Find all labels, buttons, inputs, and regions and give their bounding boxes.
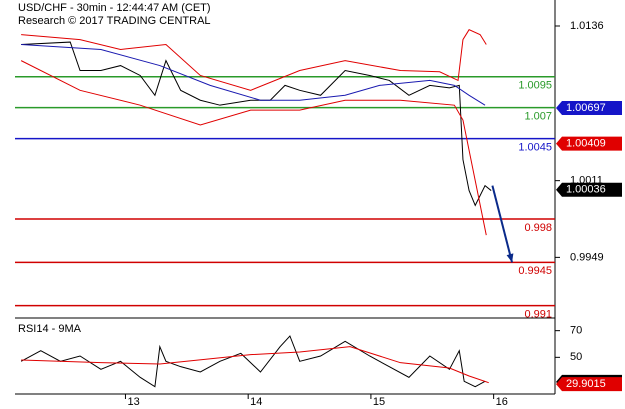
x-tick-label: 14: [250, 396, 262, 408]
series-line: [20, 335, 486, 388]
level-label: 1.0095: [518, 80, 552, 92]
series-line: [21, 346, 489, 384]
y-tick-label: 0.9949: [570, 251, 604, 263]
level-label: 0.998: [524, 222, 552, 234]
series-line: [20, 60, 487, 236]
chart-subtitle: Research © 2017 TRADING CENTRAL: [18, 15, 211, 27]
level-label: 0.9945: [518, 265, 552, 277]
price-badge: [556, 101, 622, 116]
level-label: 0.991: [524, 309, 552, 321]
x-tick-label: 13: [127, 396, 139, 408]
y-tick-label: 1.0136: [570, 20, 604, 32]
series-line: [21, 29, 487, 91]
level-label: 1.0045: [518, 141, 552, 153]
price-badge-label: 1.00409: [566, 138, 606, 150]
rsi-title: RSI14 - 9MA: [18, 323, 82, 335]
series-line: [21, 41, 492, 207]
price-badge-label: 29.9015: [566, 378, 606, 390]
price-badge: [556, 182, 622, 197]
price-badge-label: 1.00036: [566, 184, 606, 196]
x-tick-label: 15: [373, 396, 385, 408]
series-line: [21, 44, 486, 106]
level-label: 1.007: [524, 111, 552, 123]
price-badge: [556, 136, 622, 151]
price-badge: [556, 377, 622, 392]
arrow-shaft: [491, 185, 514, 263]
y-tick-label: 70: [570, 325, 582, 337]
y-tick-label: 50: [570, 351, 582, 363]
x-tick-label: 16: [496, 396, 508, 408]
price-badge-label: 1.00697: [566, 102, 606, 114]
chart-title: USD/CHF - 30min - 12:44:47 AM (CET): [18, 2, 211, 14]
arrow-head: [506, 253, 514, 263]
